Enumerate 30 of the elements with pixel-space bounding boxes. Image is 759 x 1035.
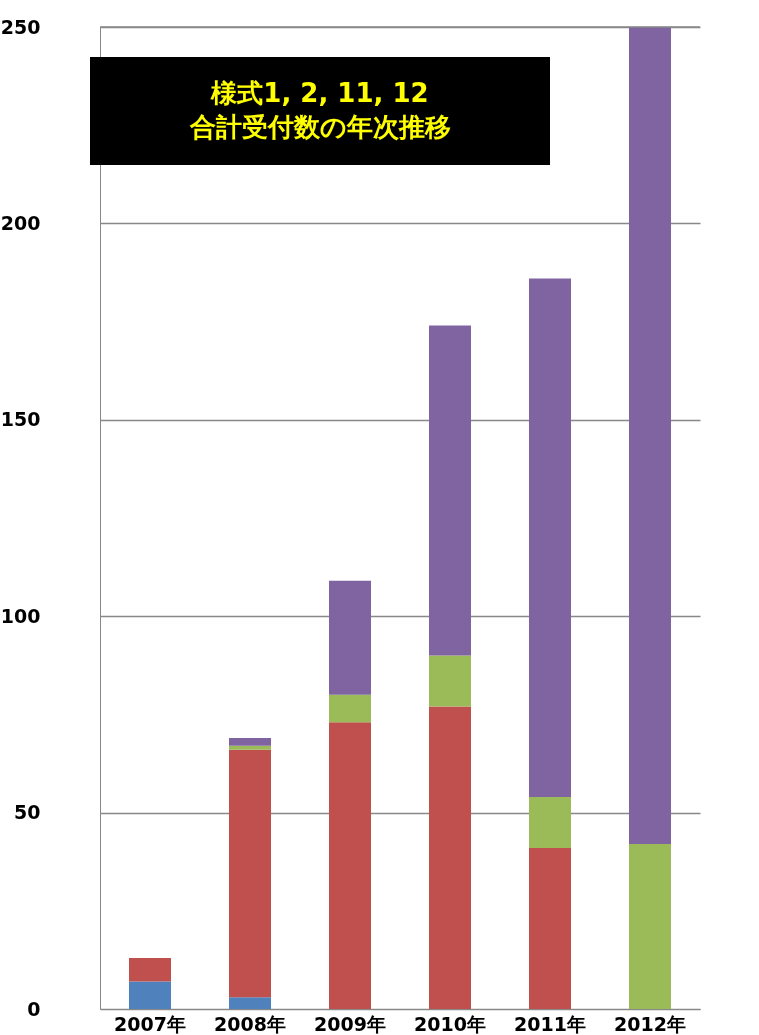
- bar: [429, 325, 471, 656]
- x-tick-label: 2009年: [314, 1012, 386, 1035]
- y-tick-label: 150: [0, 408, 41, 431]
- bar: [129, 981, 171, 1009]
- x-tick-label: 2007年: [114, 1012, 186, 1035]
- y-tick-label: 250: [0, 15, 41, 38]
- bar: [229, 749, 271, 998]
- bar: [629, 844, 671, 1009]
- bar: [129, 957, 171, 982]
- bar: [329, 722, 371, 1009]
- bar: [529, 796, 571, 848]
- bar: [529, 278, 571, 797]
- y-tick-label: 0: [27, 997, 41, 1020]
- bar: [429, 706, 471, 1009]
- x-tick-label: 2008年: [214, 1012, 286, 1035]
- bar: [229, 737, 271, 746]
- x-tick-label: 2012年: [614, 1012, 686, 1035]
- y-tick-label: 100: [0, 604, 41, 627]
- y-tick-label: 50: [14, 801, 41, 824]
- bar: [429, 655, 471, 707]
- bar: [329, 580, 371, 695]
- x-tick-label: 2010年: [414, 1012, 486, 1035]
- x-tick-label: 2011年: [514, 1012, 586, 1035]
- bar: [529, 847, 571, 1009]
- text: 様式1, 2, 11, 12 合計受付数の年次推移: [188, 78, 451, 142]
- bar: [329, 694, 371, 723]
- bar: [229, 997, 271, 1009]
- bar: [629, 27, 671, 845]
- bar: [229, 745, 271, 750]
- y-tick-label: 200: [0, 211, 41, 234]
